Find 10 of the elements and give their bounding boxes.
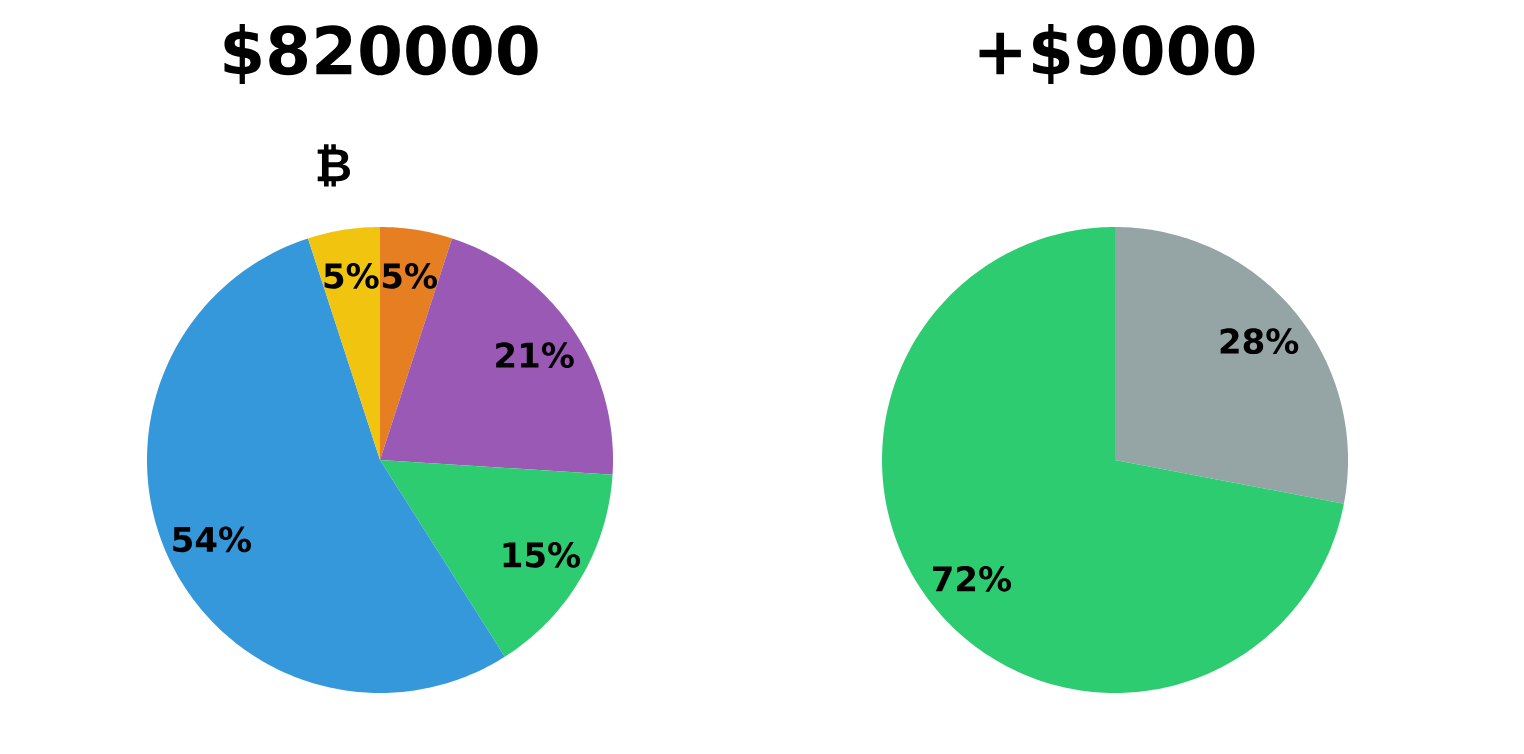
data-label: 28% <box>1220 328 1299 355</box>
data-label: 5% <box>324 263 379 289</box>
chart-title: +$9000 <box>979 24 1255 84</box>
data-label: 5% <box>382 263 437 289</box>
chart-title: $820000 <box>224 24 538 84</box>
slice-label: ₿ <box>317 144 351 187</box>
data-label: 72% <box>932 565 1012 592</box>
data-label: 54% <box>173 526 251 553</box>
data-label: 15% <box>503 542 581 568</box>
data-label: 21% <box>496 342 574 369</box>
